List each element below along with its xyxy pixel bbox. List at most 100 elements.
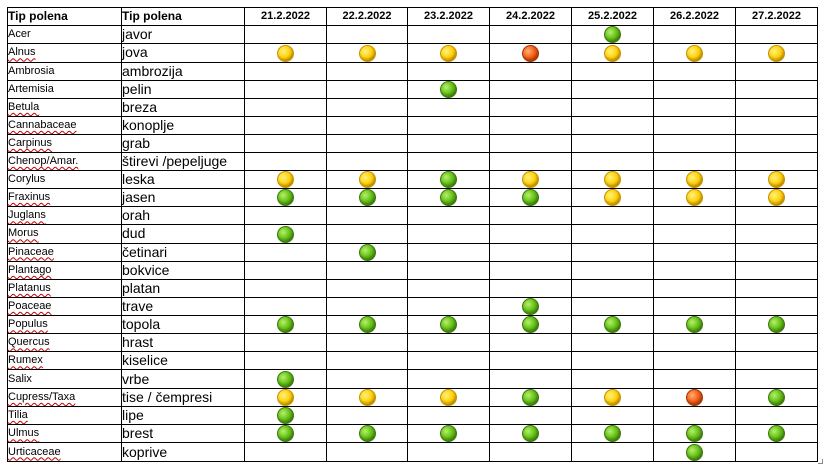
- date-header: 22.2.2022: [326, 7, 408, 26]
- local-name-cell: platan: [121, 278, 245, 298]
- green-dot-icon: [686, 425, 703, 442]
- table-row: Cannabaceae konoplje: [7, 115, 818, 135]
- forecast-cell: [244, 296, 327, 317]
- forecast-cell: [489, 296, 572, 317]
- forecast-cell: [244, 387, 327, 407]
- forecast-cell: [571, 133, 654, 153]
- forecast-cell: [653, 151, 736, 171]
- forecast-cell: [571, 405, 654, 426]
- forecast-cell: [735, 115, 818, 135]
- forecast-cell: [244, 424, 327, 444]
- forecast-cell: [571, 151, 654, 171]
- local-name-cell: breza: [121, 97, 245, 117]
- local-name-cell: jasen: [121, 188, 245, 208]
- latin-name: Quercus: [8, 336, 50, 349]
- green-dot-icon: [440, 189, 457, 206]
- table-row: Poaceae trave: [7, 296, 818, 317]
- latin-name-cell: Tilia: [7, 405, 122, 426]
- latin-name-cell: Poaceae: [7, 296, 122, 317]
- forecast-cell: [571, 43, 654, 63]
- forecast-cell: [735, 315, 818, 335]
- table-row: Fraxinus jasen: [7, 188, 818, 208]
- table-row: Betula breza: [7, 97, 818, 117]
- table-row: Chenop/Amar. štirevi /pepeljuge: [7, 151, 818, 171]
- yellow-dot-icon: [686, 171, 703, 188]
- table-row: Tilia lipe: [7, 405, 818, 426]
- local-name-cell: orah: [121, 206, 245, 226]
- forecast-cell: [571, 206, 654, 226]
- green-dot-icon: [277, 189, 294, 206]
- latin-name: Cannabaceae: [8, 118, 77, 131]
- forecast-cell: [653, 224, 736, 244]
- latin-name: Chenop/Amar.: [8, 154, 79, 167]
- local-name-cell: četinari: [121, 242, 245, 262]
- forecast-cell: [653, 188, 736, 208]
- forecast-cell: [735, 333, 818, 353]
- date-header: 25.2.2022: [571, 7, 654, 26]
- forecast-cell: [571, 296, 654, 317]
- latin-name: Poaceae: [8, 299, 52, 312]
- yellow-dot-icon: [768, 171, 785, 188]
- yellow-dot-icon: [768, 44, 785, 62]
- forecast-cell: [407, 278, 490, 298]
- table-row: Platanus platan: [7, 278, 818, 298]
- forecast-cell: [571, 115, 654, 135]
- forecast-cell: [489, 260, 572, 280]
- forecast-cell: [489, 351, 572, 371]
- forecast-cell: [571, 224, 654, 244]
- forecast-cell: [244, 260, 327, 280]
- date-header: 27.2.2022: [735, 7, 818, 26]
- forecast-cell: [653, 43, 736, 63]
- forecast-cell: [244, 405, 327, 426]
- table-row: Populus topola: [7, 315, 818, 335]
- forecast-cell: [326, 405, 408, 426]
- forecast-cell: [735, 24, 818, 45]
- forecast-cell: [407, 351, 490, 371]
- forecast-cell: [653, 169, 736, 190]
- local-name-header: Tip polena: [121, 7, 245, 26]
- forecast-cell: [244, 206, 327, 226]
- forecast-cell: [244, 115, 327, 135]
- forecast-cell: [735, 424, 818, 444]
- forecast-cell: [735, 43, 818, 63]
- latin-name-cell: Corylus: [7, 169, 122, 190]
- forecast-cell: [653, 442, 736, 462]
- forecast-cell: [489, 333, 572, 353]
- forecast-cell: [571, 369, 654, 389]
- local-name-cell: topola: [121, 315, 245, 335]
- latin-name: Ambrosia: [8, 64, 55, 77]
- latin-name-cell: Cannabaceae: [7, 115, 122, 135]
- forecast-cell: [735, 206, 818, 226]
- forecast-cell: [735, 278, 818, 298]
- forecast-cell: [244, 133, 327, 153]
- forecast-cell: [326, 424, 408, 444]
- forecast-cell: [326, 242, 408, 262]
- local-name-cell: vrbe: [121, 369, 245, 389]
- green-dot-icon: [522, 389, 539, 406]
- forecast-cell: [571, 278, 654, 298]
- forecast-cell: [489, 424, 572, 444]
- green-dot-icon: [686, 443, 703, 461]
- latin-name: Alnus: [8, 46, 36, 59]
- forecast-cell: [571, 260, 654, 280]
- latin-name: Plantago: [8, 263, 52, 276]
- latin-name-cell: Juglans: [7, 206, 122, 226]
- latin-name: Populus: [8, 318, 48, 331]
- forecast-cell: [653, 405, 736, 426]
- forecast-cell: [326, 115, 408, 135]
- forecast-cell: [571, 424, 654, 444]
- forecast-cell: [489, 97, 572, 117]
- table-row: Pinaceae četinari: [7, 242, 818, 262]
- latin-name: Betula: [8, 100, 40, 113]
- forecast-cell: [489, 387, 572, 407]
- green-dot-icon: [277, 316, 294, 333]
- forecast-cell: [326, 260, 408, 280]
- yellow-dot-icon: [522, 171, 539, 188]
- green-dot-icon: [358, 316, 376, 333]
- forecast-cell: [489, 115, 572, 135]
- yellow-dot-icon: [686, 189, 703, 206]
- pollen-forecast-table: Tip polena Tip polena 21.2.2022 22.2.202…: [7, 7, 818, 462]
- forecast-cell: [326, 224, 408, 244]
- green-dot-icon: [277, 407, 294, 424]
- latin-name: Artemisia: [8, 82, 54, 95]
